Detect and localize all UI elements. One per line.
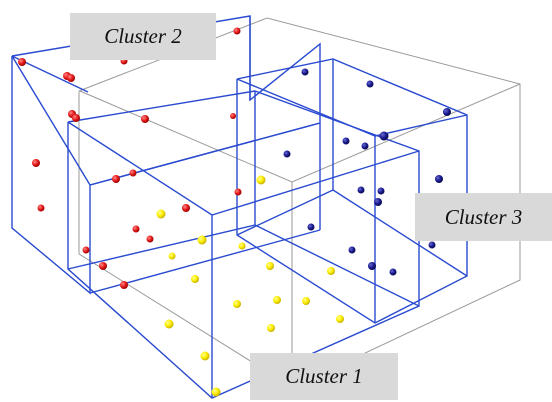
cluster-2-point: [82, 246, 90, 254]
cluster-3-point: [443, 108, 451, 116]
cluster-1-point: [200, 351, 210, 361]
cluster-2-point: [182, 204, 190, 212]
cluster-3-point: [379, 131, 389, 141]
cluster-1-point: [168, 252, 176, 260]
cluster-2-point: [233, 27, 241, 35]
cluster-2-point: [132, 225, 140, 233]
cluster-3-point: [283, 150, 291, 158]
cluster-2-point: [37, 204, 45, 212]
cluster-3-box: [236, 58, 468, 324]
cluster-2-point: [18, 58, 26, 66]
cluster-2-point: [146, 235, 154, 243]
cluster-2-point: [99, 262, 107, 270]
cluster-2-point: [120, 281, 128, 289]
cluster-2-points: [18, 27, 242, 289]
cluster-1-box: [67, 90, 420, 399]
cluster-3-label-text: Cluster 3: [444, 204, 523, 229]
cluster-1-point: [191, 275, 199, 283]
cluster-1-label: Cluster 1: [250, 353, 398, 400]
cluster-1-point: [327, 267, 335, 275]
cluster-1-points: [156, 175, 344, 397]
cluster-3-point: [389, 268, 397, 276]
cluster-1-point: [233, 300, 241, 308]
cluster-1-point: [267, 324, 275, 332]
cluster-1-point: [273, 296, 281, 304]
cluster-1-point: [156, 209, 166, 219]
cluster-2-point: [141, 115, 149, 123]
cluster-2-label: Cluster 2: [70, 13, 216, 60]
cluster-3-point: [366, 80, 374, 88]
cluster-1-point: [256, 175, 266, 185]
cluster-3-point: [361, 142, 369, 150]
cluster-2-point: [32, 159, 40, 167]
cluster-2-point: [129, 169, 137, 177]
cluster-1-point: [266, 262, 274, 270]
cluster-1-point: [164, 319, 174, 329]
cluster-2-point: [230, 113, 236, 119]
cluster-2-point: [67, 74, 75, 82]
cluster-3-point: [342, 137, 350, 145]
cluster-3-point: [301, 68, 309, 76]
cluster-3-point: [435, 175, 443, 183]
cluster-3-point: [307, 223, 315, 231]
cluster-3-point: [428, 241, 436, 249]
cluster-1-point: [211, 387, 221, 397]
cluster-1-point: [302, 297, 310, 305]
cluster-3-label: Cluster 3: [415, 193, 552, 241]
cluster-1-point: [197, 235, 207, 245]
cluster-2-point: [112, 175, 120, 183]
cluster-1-label-text: Cluster 1: [285, 364, 363, 388]
cluster-1-point: [336, 315, 344, 323]
cluster-2-label-text: Cluster 2: [104, 24, 182, 48]
cluster-3-point: [348, 246, 356, 254]
cluster-1-point: [238, 242, 246, 250]
cluster-3-point: [357, 186, 365, 194]
cluster-3-point: [368, 262, 376, 270]
cluster-3-point: [377, 187, 385, 195]
cluster-3-points: [283, 68, 451, 276]
cluster-2-point: [72, 114, 80, 122]
cluster-3-point: [374, 198, 382, 206]
cluster-2-point: [234, 188, 242, 196]
